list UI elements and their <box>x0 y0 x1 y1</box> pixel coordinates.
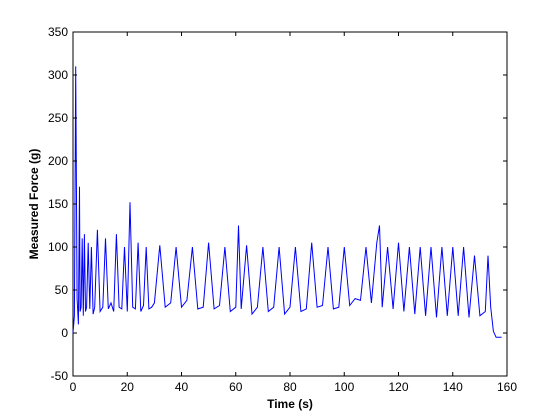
x-tick-label: 160 <box>497 380 517 394</box>
x-axis-label: Time (s) <box>267 397 313 411</box>
x-tick-label: 140 <box>443 380 463 394</box>
y-tick-label: 350 <box>48 25 68 39</box>
x-tick-label: 60 <box>229 380 243 394</box>
x-tick-label: 120 <box>388 380 408 394</box>
x-tick-label: 80 <box>283 380 297 394</box>
x-tick-label: 20 <box>121 380 135 394</box>
y-axis-label: Measured Force (g) <box>27 149 41 260</box>
y-tick-label: 50 <box>55 283 69 297</box>
y-tick-label: 250 <box>48 111 68 125</box>
x-tick-label: 40 <box>175 380 189 394</box>
y-tick-label: 100 <box>48 240 68 254</box>
y-tick-label: 0 <box>61 326 68 340</box>
y-tick-label: 300 <box>48 68 68 82</box>
x-tick-label: 100 <box>334 380 354 394</box>
y-tick-label: 200 <box>48 154 68 168</box>
series-layer <box>72 66 502 338</box>
plot-area <box>72 31 508 377</box>
y-tick-label: 150 <box>48 197 68 211</box>
ticks-layer: 0 20 40 60 80 100 120 140 160-500501001502002503… <box>48 25 517 394</box>
x-tick-label: 0 <box>70 380 77 394</box>
force-series-line <box>72 66 502 338</box>
y-tick-label: -50 <box>51 369 69 383</box>
